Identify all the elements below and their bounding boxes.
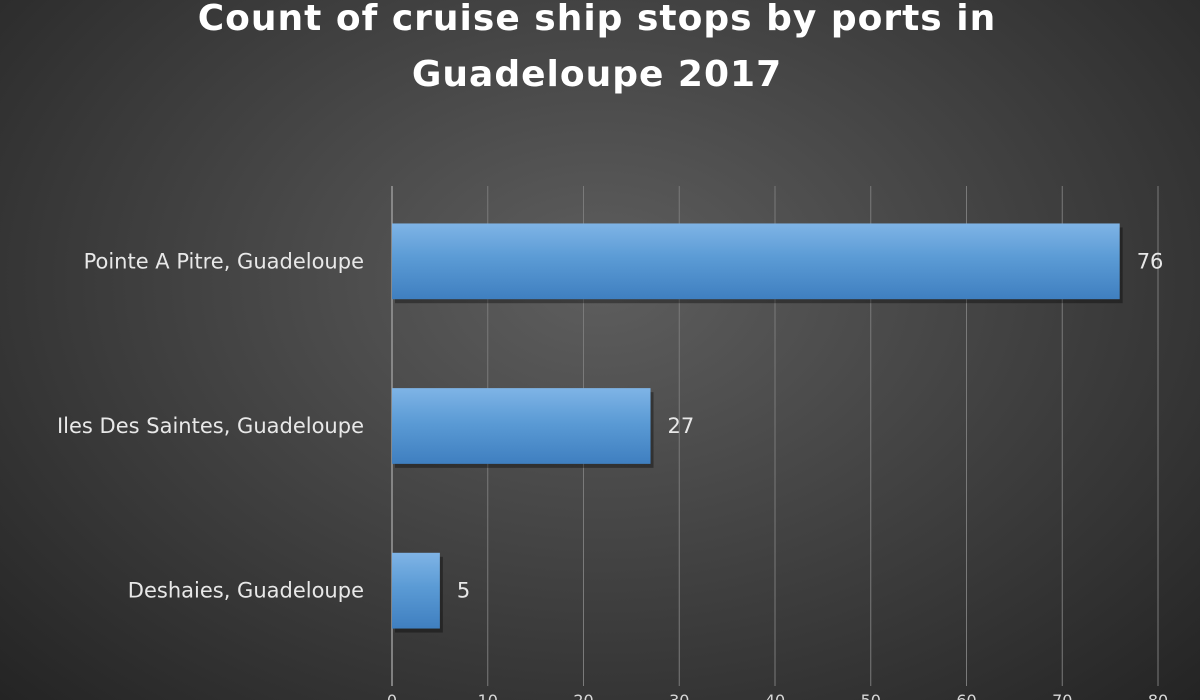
data-label: 5 — [457, 579, 470, 603]
chart-title-line-2: Guadeloupe 2017 — [412, 54, 782, 95]
labels: 0 10 20 30 40 50 60 70 80 Pointe A Pitre, Guadelo… — [57, 249, 1168, 700]
x-tick-label: 60 — [956, 691, 976, 700]
x-tick-label: 10 — [478, 691, 498, 700]
chart-title-line-1: Count of cruise ship stops by ports in — [198, 0, 996, 39]
x-tick-label: 30 — [669, 691, 689, 700]
category-label: Pointe A Pitre, Guadeloupe — [84, 249, 364, 273]
x-tick-label: 80 — [1148, 691, 1168, 700]
data-label: 76 — [1137, 249, 1164, 273]
data-label: 27 — [668, 414, 695, 438]
bars — [392, 223, 1123, 633]
x-tick-label: 0 — [387, 691, 397, 700]
x-tick-label: 50 — [861, 691, 881, 700]
x-tick-label: 20 — [573, 691, 593, 700]
category-label: Deshaies, Guadeloupe — [128, 579, 364, 603]
x-tick-label: 70 — [1052, 691, 1072, 700]
bar-2 — [392, 552, 440, 629]
bar-1 — [392, 388, 651, 464]
bar-0 — [392, 223, 1120, 300]
x-tick-label: 40 — [765, 691, 785, 700]
category-label: Iles Des Saintes, Guadeloupe — [57, 414, 364, 438]
